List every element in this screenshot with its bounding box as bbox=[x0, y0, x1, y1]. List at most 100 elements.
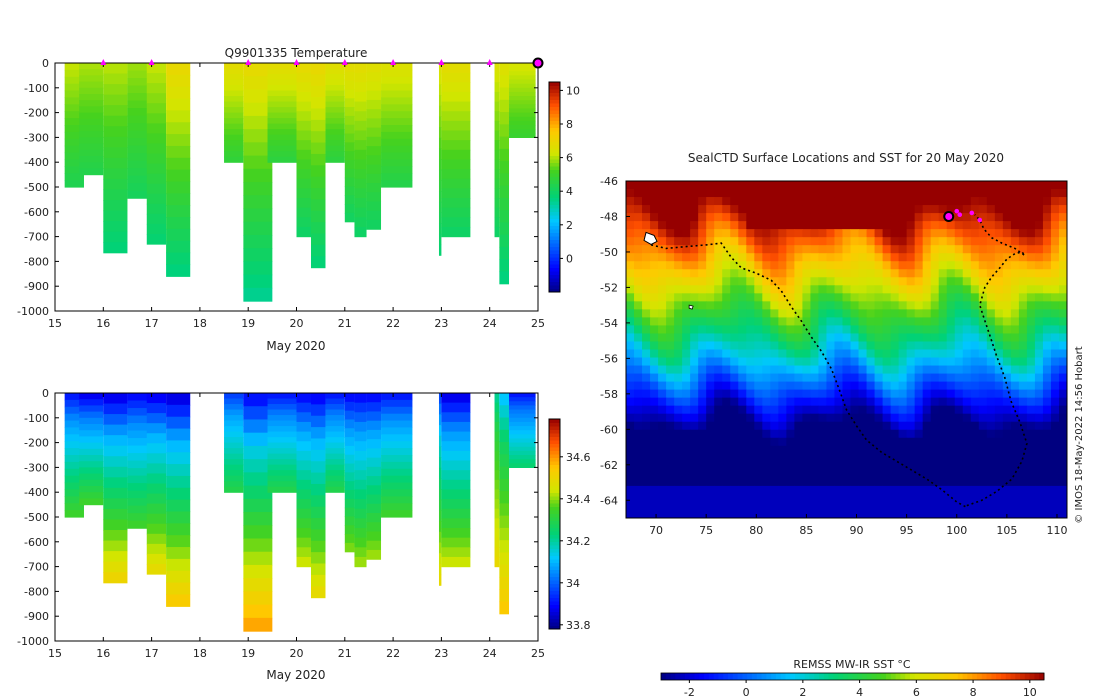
sst-cell bbox=[1058, 413, 1068, 423]
temperature-profile-cell bbox=[79, 137, 104, 145]
sst-cell bbox=[706, 197, 715, 206]
temperature-profile-cell bbox=[325, 63, 345, 70]
sst-cell bbox=[674, 293, 683, 302]
sst-cell bbox=[754, 413, 763, 423]
sst-cell bbox=[754, 245, 763, 254]
sst-cell bbox=[762, 453, 771, 463]
sst-cell bbox=[898, 437, 908, 447]
temperature-colorbar-segment bbox=[549, 225, 560, 230]
sst-cell bbox=[1042, 229, 1052, 238]
sst-cell bbox=[1050, 453, 1060, 463]
sst-cell bbox=[946, 237, 956, 246]
sst-cell bbox=[1002, 333, 1012, 342]
sst-cell bbox=[954, 245, 964, 254]
sst-cell bbox=[850, 245, 860, 254]
salinity-profile-cell bbox=[64, 468, 84, 477]
sst-cell bbox=[1058, 461, 1068, 471]
salinity-profile-cell bbox=[224, 398, 244, 405]
surface-marker bbox=[390, 59, 397, 65]
sst-cell bbox=[738, 349, 747, 359]
sst-cell bbox=[930, 477, 940, 487]
sst-cell bbox=[914, 181, 924, 190]
temperature-colorbar-tick-label: 10 bbox=[566, 84, 580, 97]
sst-cell bbox=[690, 437, 699, 447]
sst-cell bbox=[722, 389, 731, 399]
salinity-profile-cell bbox=[381, 475, 413, 484]
salinity-colorbar-segment bbox=[549, 450, 560, 455]
salinity-profile-cell bbox=[127, 400, 152, 409]
sst-cell bbox=[650, 269, 659, 278]
sst-cell bbox=[890, 245, 900, 254]
sst-cell bbox=[842, 261, 852, 270]
sst-cell bbox=[794, 469, 803, 479]
sst-cell bbox=[802, 445, 811, 455]
sst-cell bbox=[994, 405, 1004, 415]
sst-cell bbox=[746, 285, 755, 294]
sst-cell bbox=[666, 381, 675, 391]
sst-cell bbox=[778, 269, 787, 278]
sst-cell bbox=[986, 229, 996, 238]
sst-colorbar-segment bbox=[823, 673, 830, 680]
map-x-tick-label: 80 bbox=[749, 524, 763, 537]
temperature-profile-cell bbox=[296, 101, 311, 112]
sst-cell bbox=[666, 309, 675, 318]
sst-cell bbox=[866, 365, 876, 375]
salinity-profile bbox=[103, 393, 128, 584]
sst-cell bbox=[866, 189, 876, 198]
sst-cell bbox=[1010, 309, 1020, 318]
surface-marker bbox=[245, 59, 252, 65]
sst-cell bbox=[1010, 501, 1020, 511]
sst-cell bbox=[946, 429, 956, 439]
salinity-profile-cell bbox=[509, 421, 536, 427]
temperature-profile-cell bbox=[79, 118, 104, 126]
temperature-profile-cell bbox=[224, 101, 244, 108]
sst-cell bbox=[858, 405, 868, 415]
sst-colorbar-segment bbox=[881, 673, 887, 680]
sst-cell bbox=[626, 261, 635, 270]
sst-cell bbox=[722, 333, 731, 342]
salinity-profile-cell bbox=[310, 552, 326, 565]
sst-cell bbox=[778, 309, 787, 318]
temperature-profile-cell bbox=[499, 246, 510, 260]
sst-cell bbox=[962, 349, 972, 359]
salinity-profile bbox=[267, 393, 297, 493]
sst-cell bbox=[658, 365, 667, 375]
temperature-profile-cell bbox=[127, 85, 152, 94]
sst-cell bbox=[802, 413, 811, 423]
sst-cell bbox=[794, 205, 803, 214]
credit-text: © IMOS 18-May-2022 14:56 Hobart bbox=[1074, 346, 1085, 523]
sst-cell bbox=[706, 413, 715, 423]
sst-cell bbox=[682, 213, 691, 222]
temperature-profile-cell bbox=[64, 180, 84, 188]
temperature-profile-cell bbox=[310, 244, 326, 257]
sst-cell bbox=[954, 501, 964, 511]
sst-colorbar-segment bbox=[732, 673, 739, 680]
sst-cell bbox=[714, 333, 723, 342]
sst-cell bbox=[1018, 469, 1028, 479]
temperature-profile-cell bbox=[243, 287, 273, 302]
sst-cell bbox=[938, 285, 948, 294]
salinity-profile-cell bbox=[325, 459, 345, 466]
sst-cell bbox=[882, 501, 892, 511]
temperature-colorbar-segment bbox=[549, 278, 560, 282]
sst-cell bbox=[874, 365, 884, 375]
sst-cell bbox=[858, 445, 868, 455]
sst-colorbar-segment bbox=[890, 673, 897, 680]
sst-cell bbox=[722, 493, 731, 503]
temperature-colorbar-segment bbox=[549, 148, 560, 153]
sst-cell bbox=[690, 189, 699, 198]
salinity-colorbar-segment bbox=[549, 429, 560, 434]
sst-cell bbox=[1058, 421, 1068, 431]
salinity-profile-cell bbox=[267, 486, 297, 493]
temperature-profile-cell bbox=[354, 101, 367, 112]
temperature-profile-cell bbox=[146, 183, 167, 195]
temperature-profile-cell bbox=[325, 129, 345, 136]
salinity-profile-cell bbox=[325, 470, 345, 477]
temperature-profile-cell bbox=[79, 112, 104, 120]
sst-cell bbox=[922, 349, 932, 359]
sst-cell bbox=[882, 421, 892, 431]
sst-cell bbox=[642, 277, 651, 286]
sst-cell bbox=[850, 429, 860, 439]
sst-cell bbox=[634, 285, 643, 294]
salinity-profile-cell bbox=[509, 459, 536, 464]
